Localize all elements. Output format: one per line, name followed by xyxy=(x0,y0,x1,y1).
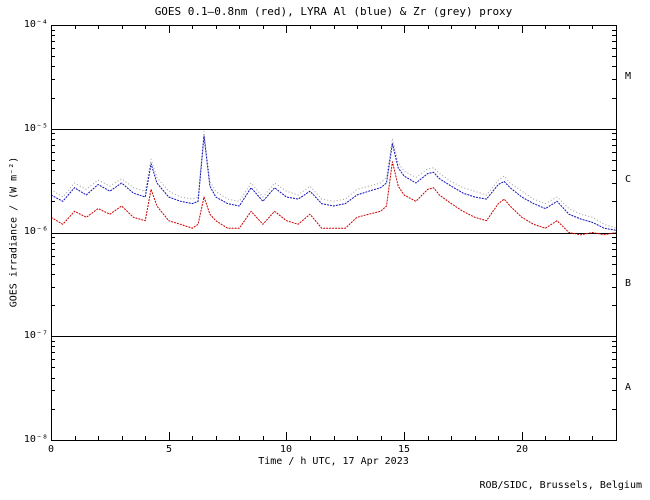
y-tick-label: 10⁻⁷ xyxy=(23,330,48,341)
chart-title: GOES 0.1–0.8nm (red), LYRA Al (blue) & Z… xyxy=(154,5,513,18)
y-tick-label: 10⁻⁵ xyxy=(23,123,48,134)
x-tick-label: 5 xyxy=(165,444,173,455)
y-tick-label: 10⁻⁶ xyxy=(23,226,48,237)
x-tick-label: 15 xyxy=(397,444,411,455)
x-tick-label: 0 xyxy=(47,444,55,455)
x-tick-label: 20 xyxy=(515,444,529,455)
credit-text: ROB/SIDC, Brussels, Belgium xyxy=(479,480,642,491)
y-tick-label: 10⁻⁴ xyxy=(23,19,48,30)
y-tick-label: 10⁻⁸ xyxy=(23,434,48,445)
flare-class-label-a: A xyxy=(625,382,632,393)
flare-class-label-b: B xyxy=(625,278,632,289)
flare-class-label-m: M xyxy=(625,71,632,82)
x-axis-label: Time / h UTC, 17 Apr 2023 xyxy=(258,456,409,467)
flare-class-label-c: C xyxy=(625,174,632,185)
x-tick-label: 10 xyxy=(279,444,293,455)
